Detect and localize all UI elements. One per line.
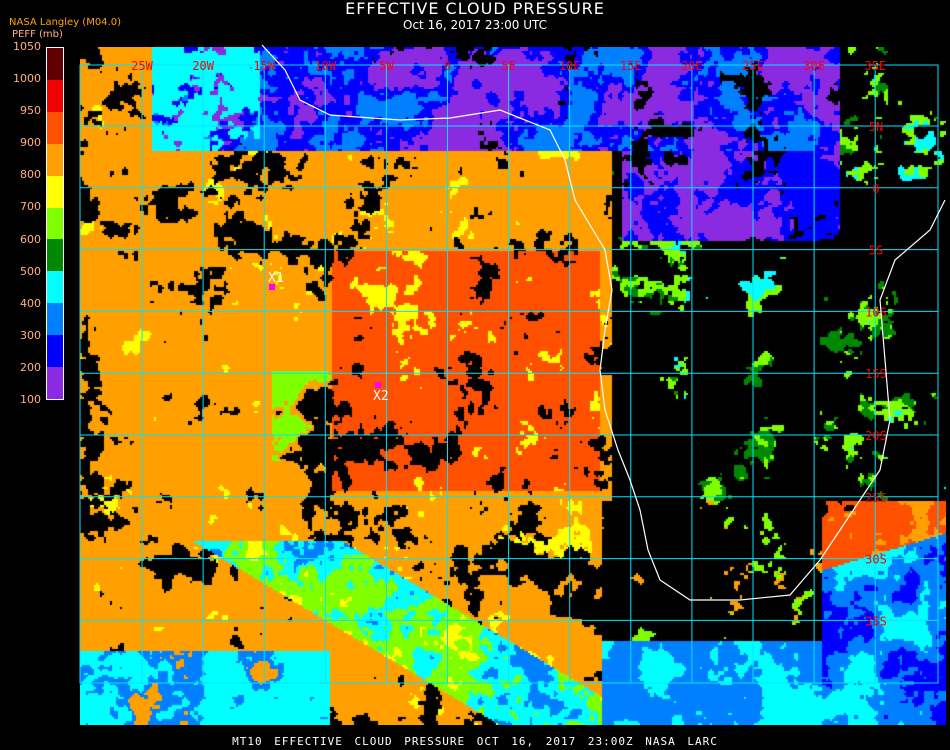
color-bin-6: [47, 239, 63, 272]
color-bin-8: [47, 303, 63, 336]
marker-label: X1: [268, 271, 284, 286]
color-bar-tick: 600: [20, 232, 41, 246]
color-bar-tick: 800: [20, 168, 41, 182]
longitude-label: 25E: [742, 59, 764, 73]
chart-title: EFFECTIVE CLOUD PRESSURE: [345, 0, 605, 18]
longitude-label: 10W: [314, 59, 336, 73]
latitude-label: 15S: [865, 367, 887, 381]
color-bin-1: [47, 79, 63, 112]
longitude-label: 20W: [192, 59, 214, 73]
color-bar-tick: 1000: [13, 72, 41, 86]
color-bar-tick: 200: [20, 360, 41, 374]
color-bin-7: [47, 271, 63, 304]
color-bin-3: [47, 143, 63, 176]
marker-x1: [269, 284, 275, 290]
longitude-label: 20E: [681, 59, 703, 73]
latitude-label: 0: [872, 182, 879, 196]
longitude-label: 10E: [559, 59, 581, 73]
color-bar-tick: 700: [20, 200, 41, 214]
chart-subtitle: Oct 16, 2017 23:00 UTC: [403, 18, 547, 32]
organization-label: NASA Langley (M04.0): [9, 17, 121, 28]
longitude-label: 25W: [131, 59, 153, 73]
color-bin-10: [47, 367, 63, 399]
color-bar-tick: 950: [20, 104, 41, 118]
longitude-label: 30E: [803, 59, 825, 73]
color-bin-0: [47, 48, 63, 80]
latitude-label: 10S: [865, 305, 887, 319]
marker-x2: [375, 382, 381, 388]
longitude-label: 15W: [253, 59, 275, 73]
color-bin-9: [47, 335, 63, 368]
longitude-label: 15E: [620, 59, 642, 73]
latitude-label: 30S: [865, 553, 887, 567]
longitude-label: 5W: [379, 59, 394, 73]
marker-label: X2: [373, 389, 389, 404]
color-bar-tick: 400: [20, 296, 41, 310]
color-bar-tick: 500: [20, 264, 41, 278]
color-bar: [46, 47, 64, 400]
cloud-pressure-image: [80, 47, 946, 725]
latitude-label: 20S: [865, 429, 887, 443]
color-bin-2: [47, 111, 63, 144]
coastline: [261, 44, 946, 601]
color-bin-5: [47, 207, 63, 240]
latitude-label: 25S: [865, 491, 887, 505]
color-bar-tick: 1050: [13, 40, 41, 53]
color-bar-tick: 900: [20, 136, 41, 150]
color-bar-tick: 300: [20, 328, 41, 342]
color-bin-4: [47, 175, 63, 208]
longitude-label: 0: [444, 59, 451, 73]
latitude-label: 5N: [869, 120, 883, 134]
footer-caption: MT10 EFFECTIVE CLOUD PRESSURE OCT 16, 20…: [232, 735, 718, 748]
legend-label: PEFF (mb): [12, 29, 63, 40]
latitude-label: 5S: [869, 244, 883, 258]
color-bar-tick: 100: [20, 393, 41, 406]
longitude-label: 5E: [501, 59, 515, 73]
latitude-label: 35S: [865, 614, 887, 628]
longitude-label: 35E: [864, 59, 886, 73]
